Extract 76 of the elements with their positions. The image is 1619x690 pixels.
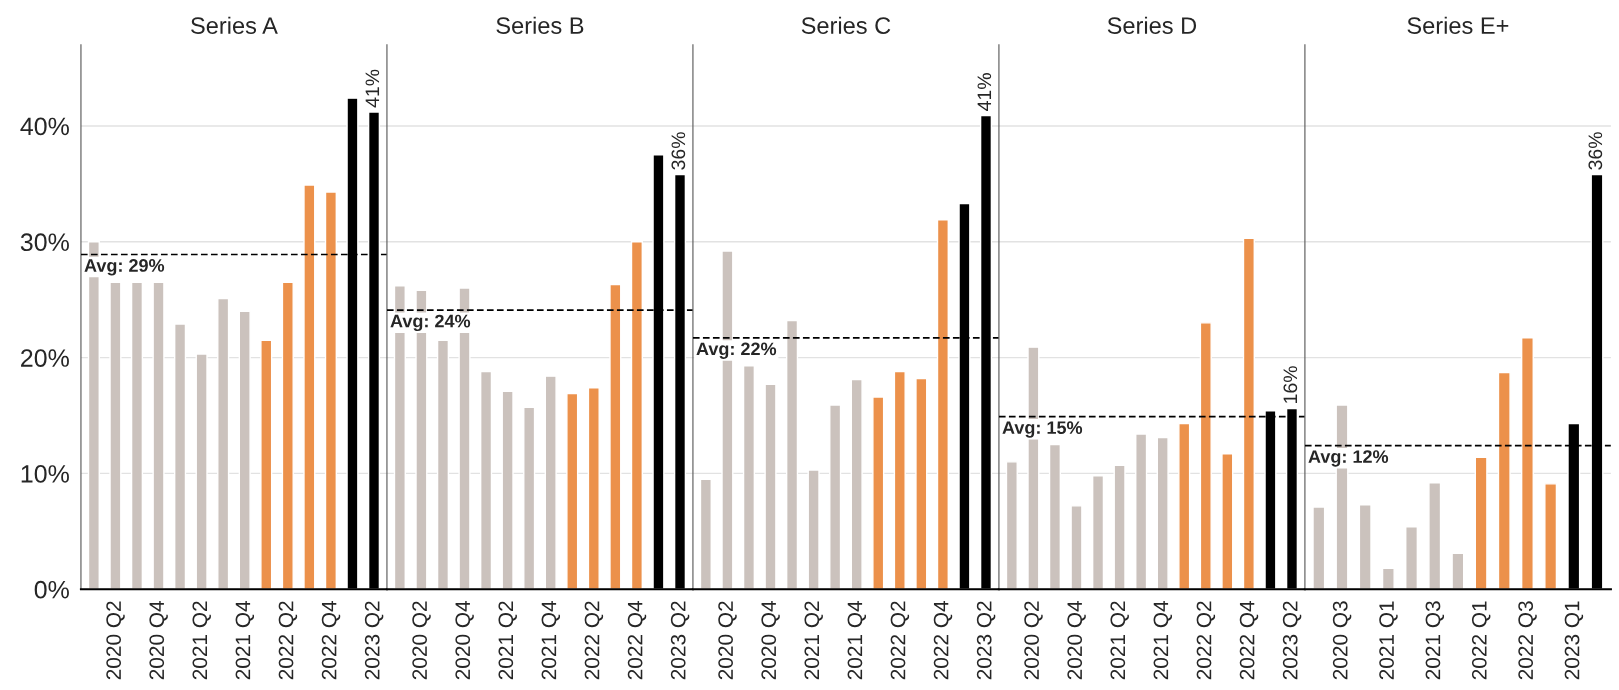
bar bbox=[915, 377, 928, 590]
bar bbox=[260, 339, 273, 590]
chart-title: Series B bbox=[496, 16, 584, 34]
x-tick-label: 2023 Q1 bbox=[1564, 601, 1584, 680]
y-tick-label: 40% bbox=[20, 117, 69, 136]
x-tick-label: 2022 Q4 bbox=[933, 600, 953, 680]
x-tick-label: 2020 Q4 bbox=[1067, 600, 1086, 680]
bar bbox=[893, 370, 906, 590]
bar bbox=[324, 191, 337, 590]
x-tick-label: 2020 Q3 bbox=[1332, 601, 1352, 680]
x-tick-label: 2020 Q2 bbox=[1024, 601, 1043, 680]
y-tick-label: 20% bbox=[21, 349, 69, 367]
chart-title: Series A bbox=[191, 16, 278, 34]
chart-title: Series C bbox=[801, 16, 891, 34]
x-tick-label: 2021 Q2 bbox=[804, 601, 823, 680]
x-tick-label: 2020 Q2 bbox=[412, 601, 431, 680]
x-tick-label: 2021 Q4 bbox=[235, 600, 255, 680]
bar bbox=[173, 323, 187, 590]
bar bbox=[217, 297, 230, 590]
y-tick-label: 0% bbox=[34, 580, 69, 599]
ref-line-label: Avg: 22% bbox=[696, 342, 777, 359]
bar bbox=[109, 281, 122, 590]
x-tick-label: 2021 Q4 bbox=[847, 600, 867, 680]
x-tick-label: 2021 Q2 bbox=[192, 601, 211, 680]
bar bbox=[152, 281, 165, 590]
data-label: 41% bbox=[365, 69, 380, 108]
data-label: 36% bbox=[1588, 132, 1603, 170]
data-label: 41% bbox=[977, 73, 992, 111]
ref-line-label: Avg: 12% bbox=[1308, 450, 1389, 467]
x-tick-label: 2021 Q4 bbox=[1153, 600, 1173, 680]
x-tick-label: 2023 Q2 bbox=[1282, 601, 1302, 680]
bar bbox=[238, 310, 251, 590]
x-tick-label: 2022 Q1 bbox=[1471, 601, 1491, 680]
bar bbox=[303, 184, 316, 590]
x-tick-label: 2023 Q2 bbox=[670, 601, 690, 680]
bar bbox=[130, 281, 144, 590]
x-tick-label: 2023 Q2 bbox=[976, 601, 996, 680]
x-tick-label: 2021 Q2 bbox=[1110, 601, 1129, 680]
x-tick-label: 2020 Q2 bbox=[106, 601, 125, 680]
bar bbox=[281, 281, 294, 590]
x-tick-label: 2022 Q3 bbox=[1518, 601, 1537, 680]
ref-line-label: Avg: 29% bbox=[84, 259, 165, 276]
bar bbox=[785, 319, 799, 590]
bar bbox=[807, 469, 820, 590]
x-tick-label: 2022 Q4 bbox=[321, 600, 341, 680]
chart-title: Series D bbox=[1107, 16, 1197, 34]
bar bbox=[699, 478, 712, 590]
x-tick-label: 2022 Q2 bbox=[1196, 601, 1216, 680]
data-label: 16% bbox=[1283, 366, 1298, 403]
bar bbox=[850, 378, 863, 590]
bar bbox=[829, 404, 842, 590]
x-tick-label: 2022 Q2 bbox=[584, 601, 604, 680]
bar bbox=[742, 365, 756, 590]
x-tick-label: 2021 Q4 bbox=[541, 600, 561, 680]
y-tick-label: 10% bbox=[21, 465, 69, 483]
y-tick-label: 30% bbox=[20, 233, 69, 252]
chart-title: Series E+ bbox=[1407, 16, 1509, 34]
x-tick-label: 2022 Q4 bbox=[1239, 600, 1259, 680]
x-tick-label: 2022 Q2 bbox=[278, 601, 298, 680]
bar bbox=[195, 353, 208, 590]
bar bbox=[764, 383, 777, 590]
x-tick-label: 2022 Q2 bbox=[890, 601, 910, 680]
x-tick-label: 2020 Q4 bbox=[149, 600, 168, 680]
x-tick-label: 2021 Q3 bbox=[1425, 601, 1445, 680]
bar bbox=[872, 396, 885, 590]
x-tick-label: 2022 Q4 bbox=[627, 600, 647, 680]
x-tick-label: 2020 Q4 bbox=[761, 600, 780, 680]
data-label: 36% bbox=[671, 132, 686, 170]
ref-line-label: Avg: 15% bbox=[1002, 421, 1083, 438]
ref-line-label: Avg: 24% bbox=[390, 314, 471, 332]
x-tick-label: 2020 Q4 bbox=[455, 600, 474, 680]
x-tick-label: 2021 Q2 bbox=[498, 601, 517, 680]
x-tick-label: 2020 Q2 bbox=[718, 601, 737, 680]
x-tick-label: 2023 Q2 bbox=[364, 601, 384, 680]
bar bbox=[936, 219, 949, 590]
x-tick-label: 2021 Q1 bbox=[1379, 601, 1398, 680]
